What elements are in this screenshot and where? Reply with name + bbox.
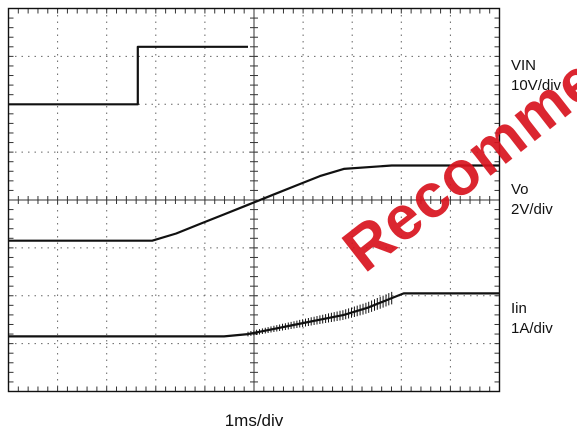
iin-label: Iin	[511, 300, 527, 317]
vin-trace	[8, 45, 248, 106]
vo-channel-label: Vo 2V/div	[511, 180, 553, 220]
vo-label: Vo	[511, 181, 529, 198]
vo-scale: 2V/div	[511, 201, 553, 218]
iin-channel-label: Iin 1A/div	[511, 299, 553, 339]
vin-channel-label: VIN 10V/div	[511, 56, 561, 96]
plot-frame	[7, 7, 501, 393]
iin-ripple	[247, 291, 393, 337]
iin-scale: 1A/div	[511, 320, 553, 337]
vin-scale: 10V/div	[511, 77, 562, 94]
x-axis-label: 1ms/div	[224, 411, 284, 430]
vo-trace	[8, 164, 500, 242]
vin-label: VIN	[511, 57, 537, 74]
scope-traces	[8, 45, 500, 338]
